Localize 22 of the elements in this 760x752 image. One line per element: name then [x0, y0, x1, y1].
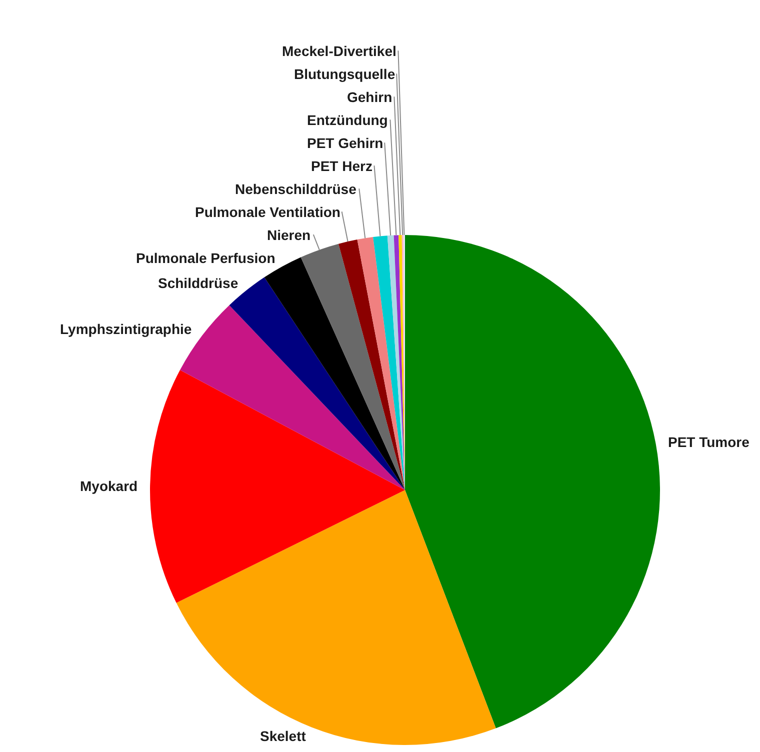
slice-label: Nieren: [267, 227, 311, 243]
slice-label: Skelett: [260, 728, 306, 744]
pie-slice: [338, 240, 405, 490]
slice-label: Pulmonale Perfusion: [136, 250, 276, 266]
pie-slice: [373, 236, 405, 490]
slice-label: Lymphszintigraphie: [60, 321, 192, 337]
pie-slice: [176, 490, 496, 745]
slice-label: Gehirn: [347, 89, 392, 105]
slice-label: PET Herz: [311, 158, 372, 174]
slice-label: Schilddrüse: [158, 275, 238, 291]
pie-slice: [150, 370, 405, 603]
pie-slice: [357, 237, 405, 490]
pie-slice: [300, 244, 405, 490]
slice-label: Pulmonale Ventilation: [195, 204, 340, 220]
pie-slice: [405, 235, 660, 728]
slice-label: PET Gehirn: [307, 135, 384, 151]
slice-label: Entzündung: [307, 112, 388, 128]
slice-label: Meckel-Divertikel: [282, 43, 396, 59]
slice-label: PET Tumore: [668, 434, 750, 450]
slice-label: Nebenschilddrüse: [235, 181, 357, 197]
slice-label: Myokard: [80, 478, 138, 494]
slice-label: Blutungsquelle: [294, 66, 396, 82]
